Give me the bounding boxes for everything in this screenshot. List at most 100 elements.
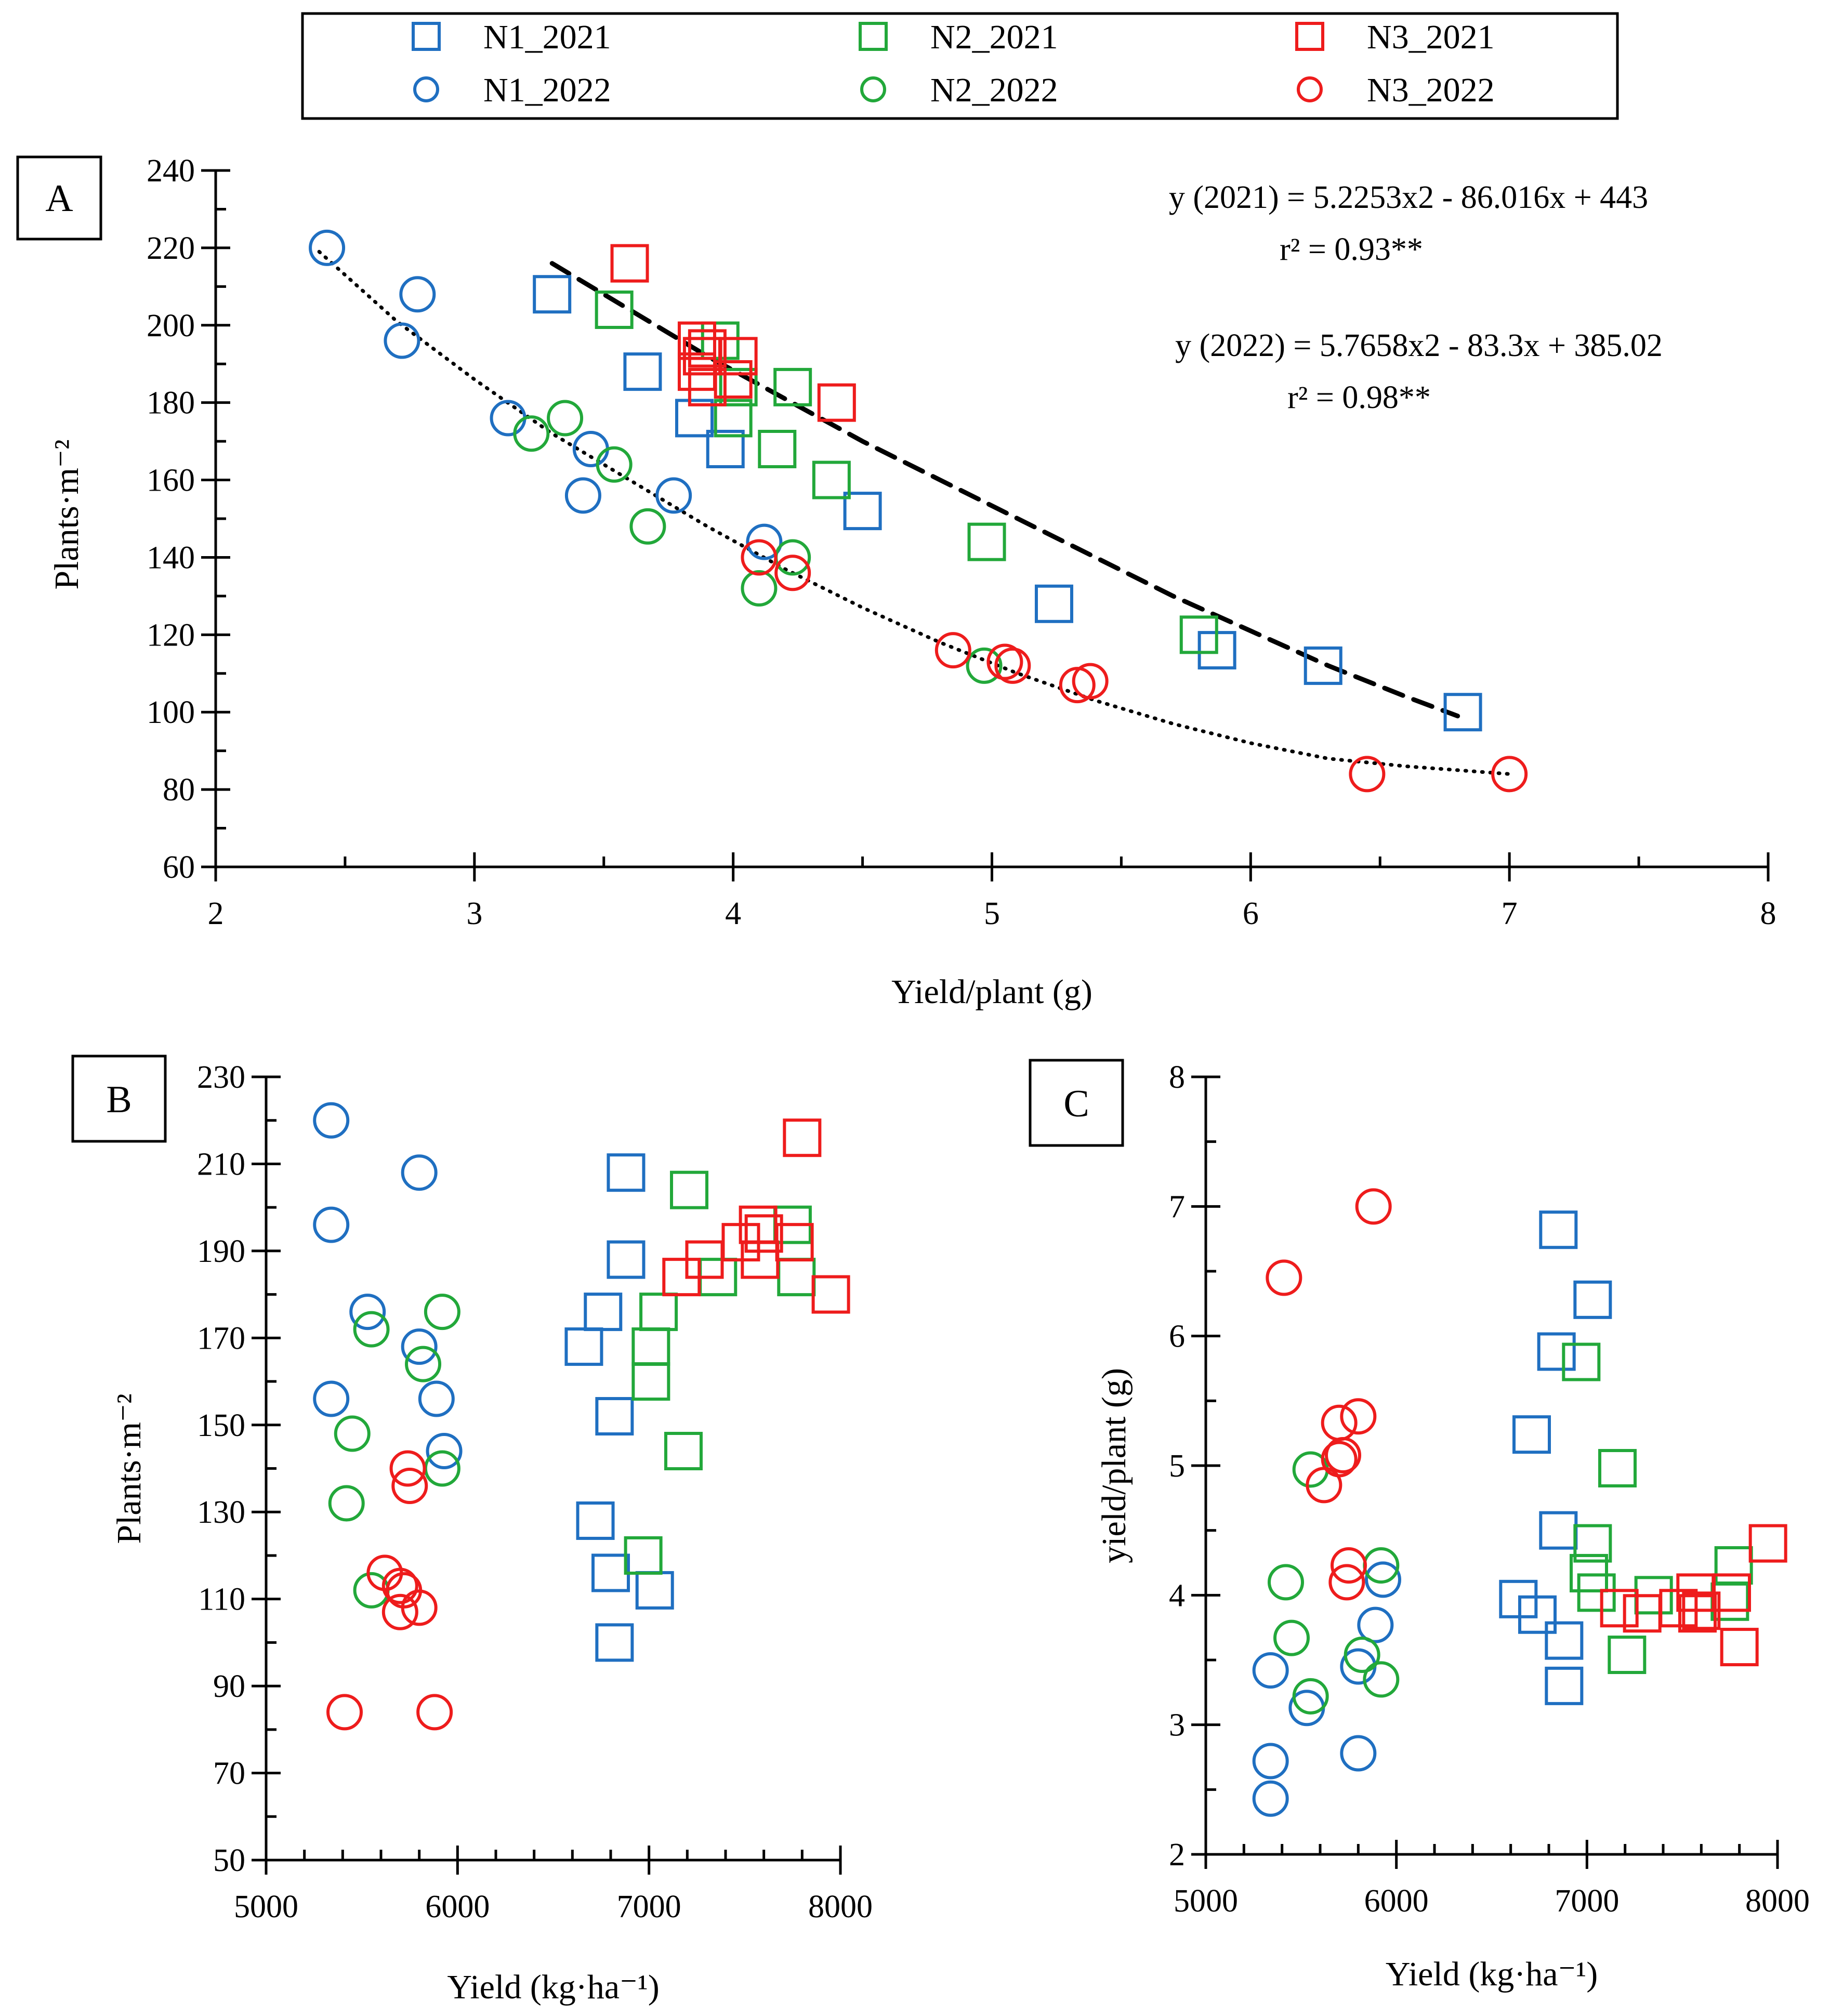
- marker-n1-2021-a: [1304, 646, 1342, 685]
- marker-n3-2022-a: [1491, 756, 1528, 793]
- marker-n3-2022-b: [326, 1694, 363, 1731]
- x-tick-label-b: 8000: [808, 1889, 873, 1925]
- marker-n3-2021-b: [783, 1118, 822, 1157]
- y-tick-label-a: 200: [147, 308, 195, 344]
- x-tick-label-c: 8000: [1745, 1883, 1810, 1919]
- marker-n2-2022-c: [1344, 1637, 1380, 1674]
- marker-n2-2021-c: [1577, 1573, 1616, 1612]
- x-tick-label-a: 6: [1243, 896, 1259, 931]
- y-tick-label-a: 160: [147, 463, 195, 498]
- marker-n2-2022-a: [513, 415, 550, 452]
- y-axis-title-a: Plants·m⁻²: [48, 439, 86, 589]
- marker-n3-2022-c: [1266, 1259, 1302, 1296]
- marker-n1-2021-a: [1034, 584, 1073, 623]
- marker-n2-2021-c: [1570, 1553, 1608, 1592]
- marker-n3-2022-c: [1325, 1437, 1361, 1474]
- x-axis-title-c: Yield (kg·ha⁻¹): [1386, 1955, 1598, 1993]
- x-tick-label-a: 8: [1760, 896, 1776, 931]
- x-tick-label-a: 2: [208, 896, 224, 931]
- marker-n1-2021-c: [1539, 1210, 1578, 1249]
- legend-marker-n2-2021: [859, 22, 888, 51]
- marker-n1-2022-a: [564, 477, 601, 514]
- marker-n2-2021-b: [624, 1536, 663, 1575]
- marker-n3-2022-b: [401, 1589, 438, 1626]
- marker-n2-2022-b: [328, 1485, 365, 1522]
- marker-n2-2022-c: [1363, 1661, 1400, 1698]
- marker-n2-2021-b: [670, 1170, 709, 1209]
- marker-n1-2022-b: [418, 1380, 455, 1417]
- marker-n2-2022-b: [405, 1346, 442, 1382]
- y-tick-label-b: 90: [213, 1669, 245, 1704]
- panel-a-label: A: [45, 177, 73, 220]
- y-tick-label-a: 220: [147, 231, 195, 266]
- x-tick-label-a: 5: [984, 896, 1000, 931]
- y-tick-label-a: 240: [147, 153, 195, 189]
- marker-n2-2022-a: [741, 570, 778, 607]
- marker-n2-2021-a: [595, 291, 634, 329]
- r-squared-2021: r² = 0.93**: [1280, 232, 1423, 267]
- legend-marker-n3-2021: [1295, 22, 1324, 51]
- marker-n1-2022-c: [1340, 1735, 1377, 1772]
- y-tick-label-c: 4: [1169, 1578, 1185, 1613]
- equation-2021: y (2021) = 5.2253x2 - 86.016x + 443: [1169, 180, 1648, 215]
- marker-n2-2021-a: [967, 522, 1006, 561]
- marker-n2-2021-a: [1179, 615, 1218, 654]
- marker-n3-2022-a: [774, 555, 811, 591]
- marker-n1-2021-b: [607, 1153, 646, 1192]
- marker-n1-2022-a: [309, 229, 346, 266]
- marker-n1-2022-a: [399, 276, 436, 313]
- marker-n2-2021-a: [719, 367, 758, 406]
- legend-marker-n2-2022: [860, 76, 886, 102]
- marker-n3-2022-a: [1072, 663, 1109, 700]
- marker-n1-2021-a: [1443, 693, 1482, 732]
- y-tick-label-a: 180: [147, 386, 195, 421]
- legend-marker-n1-2021: [412, 22, 441, 51]
- marker-n1-2022-c: [1252, 1743, 1289, 1780]
- marker-n3-2022-a: [934, 632, 971, 669]
- legend-marker-n1-2022: [413, 76, 439, 102]
- x-tick-label-a: 4: [725, 896, 741, 931]
- y-tick-label-c: 5: [1169, 1448, 1185, 1484]
- marker-n2-2022-a: [966, 647, 1003, 684]
- marker-n2-2021-b: [631, 1362, 670, 1401]
- legend: N1_2021 N2_2021 N3_2021 N1_2022 N2_2022 N3_20…: [301, 12, 1619, 120]
- marker-n1-2022-a: [655, 477, 692, 514]
- y-tick-label-b: 210: [197, 1147, 245, 1182]
- x-axis-title-a: Yield/plant (g): [891, 973, 1092, 1011]
- marker-n1-2022-c: [1357, 1606, 1394, 1643]
- marker-n1-2021-b: [595, 1397, 634, 1436]
- marker-n3-2022-b: [416, 1694, 453, 1731]
- marker-n1-2021-a: [706, 430, 745, 468]
- panel-a: A 60 80 100 120 140 160 180 200 220 240 2 3 4 5 6 7 8 Yie…: [16, 153, 1776, 1011]
- panel-c-label-box: [1029, 1059, 1124, 1147]
- marker-n3-2022-c: [1328, 1564, 1365, 1601]
- marker-n2-2022-b: [353, 1311, 390, 1348]
- y-tick-label-c: 3: [1169, 1708, 1185, 1743]
- marker-n1-2021-b: [595, 1623, 634, 1662]
- marker-n3-2021-b: [741, 1240, 780, 1279]
- panel-b-label: B: [106, 1078, 131, 1121]
- marker-n2-2022-a: [629, 508, 666, 545]
- marker-n3-2021-a: [688, 329, 727, 368]
- marker-n1-2021-c: [1512, 1415, 1551, 1454]
- marker-n2-2022-c: [1273, 1619, 1310, 1656]
- marker-n2-2022-c: [1292, 1678, 1329, 1715]
- marker-n3-2022-a: [1349, 756, 1386, 793]
- x-tick-label-a: 3: [466, 896, 482, 931]
- legend-label-n3-2021: N3_2021: [1367, 18, 1495, 56]
- trendline-2022-a: [317, 249, 1511, 776]
- x-tick-label-b: 5000: [234, 1889, 298, 1925]
- equation-2022: y (2022) = 5.7658x2 - 83.3x + 385.02: [1175, 328, 1663, 363]
- marker-n2-2021-c: [1598, 1448, 1637, 1487]
- marker-n2-2021-a: [714, 399, 753, 438]
- y-tick-label-b: 150: [197, 1408, 245, 1443]
- x-tick-label-c: 7000: [1555, 1883, 1619, 1919]
- x-tick-label-b: 7000: [617, 1889, 681, 1925]
- marker-n3-2021-a: [688, 367, 727, 406]
- marker-n3-2021-c: [1748, 1524, 1787, 1563]
- marker-n2-2022-c: [1268, 1564, 1304, 1601]
- marker-n1-2022-b: [426, 1433, 463, 1470]
- y-tick-label-b: 70: [213, 1756, 245, 1791]
- legend-marker-n3-2022: [1297, 76, 1323, 102]
- marker-n1-2022-c: [1252, 1652, 1289, 1689]
